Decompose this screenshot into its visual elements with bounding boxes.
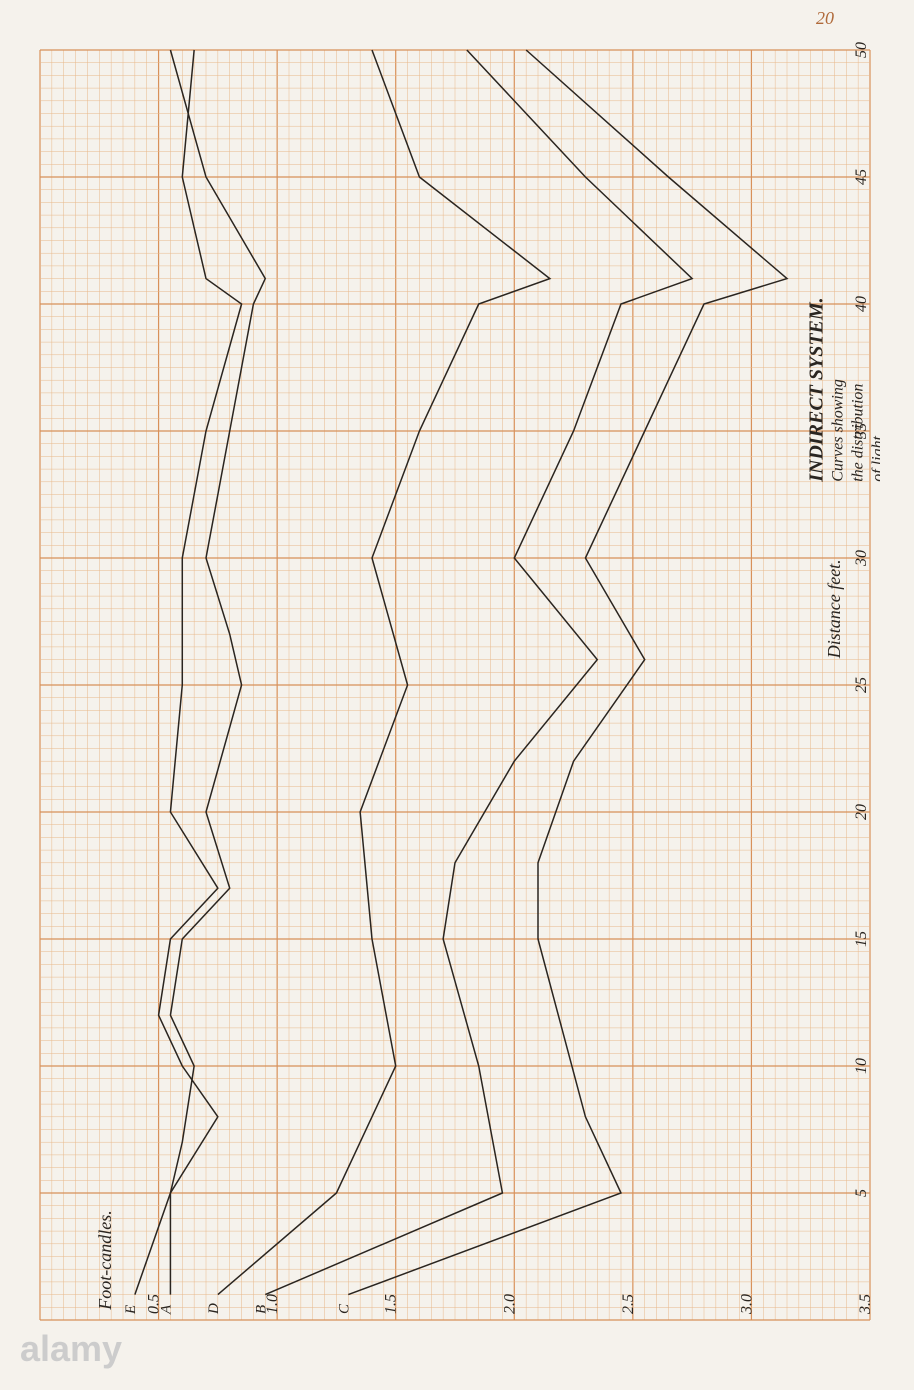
svg-text:Foot-candles.: Foot-candles. [95, 1210, 115, 1310]
svg-text:2.0: 2.0 [501, 1294, 518, 1314]
svg-text:3.0: 3.0 [738, 1294, 755, 1315]
svg-text:25: 25 [853, 677, 870, 693]
svg-text:5: 5 [853, 1189, 870, 1197]
svg-text:30: 30 [853, 550, 870, 567]
svg-text:Curves showing: Curves showing [830, 379, 847, 482]
svg-text:C: C [336, 1303, 352, 1314]
svg-text:E: E [123, 1305, 139, 1315]
svg-text:A: A [158, 1304, 174, 1315]
svg-text:45: 45 [853, 169, 870, 185]
svg-text:15: 15 [853, 931, 870, 947]
svg-text:D: D [206, 1303, 222, 1315]
svg-text:40: 40 [853, 296, 870, 312]
alamy-logo: alamy [20, 1328, 122, 1370]
svg-text:of light: of light [870, 435, 880, 481]
svg-text:B: B [253, 1305, 269, 1314]
svg-text:Distance feet.: Distance feet. [824, 559, 844, 659]
page-number: 20 [816, 8, 834, 29]
svg-text:20: 20 [853, 804, 870, 820]
svg-text:2.5: 2.5 [620, 1294, 637, 1314]
svg-text:3.5: 3.5 [857, 1294, 874, 1315]
svg-text:1.5: 1.5 [383, 1294, 400, 1314]
chart-container: 0.51.01.52.02.53.03.5Foot-candles.510152… [20, 30, 880, 1340]
chart-svg: 0.51.01.52.02.53.03.5Foot-candles.510152… [20, 30, 880, 1340]
svg-text:50: 50 [853, 42, 870, 58]
svg-text:INDIRECT SYSTEM.: INDIRECT SYSTEM. [806, 297, 828, 483]
svg-text:10: 10 [853, 1058, 870, 1074]
svg-text:the distribution: the distribution [850, 384, 867, 482]
